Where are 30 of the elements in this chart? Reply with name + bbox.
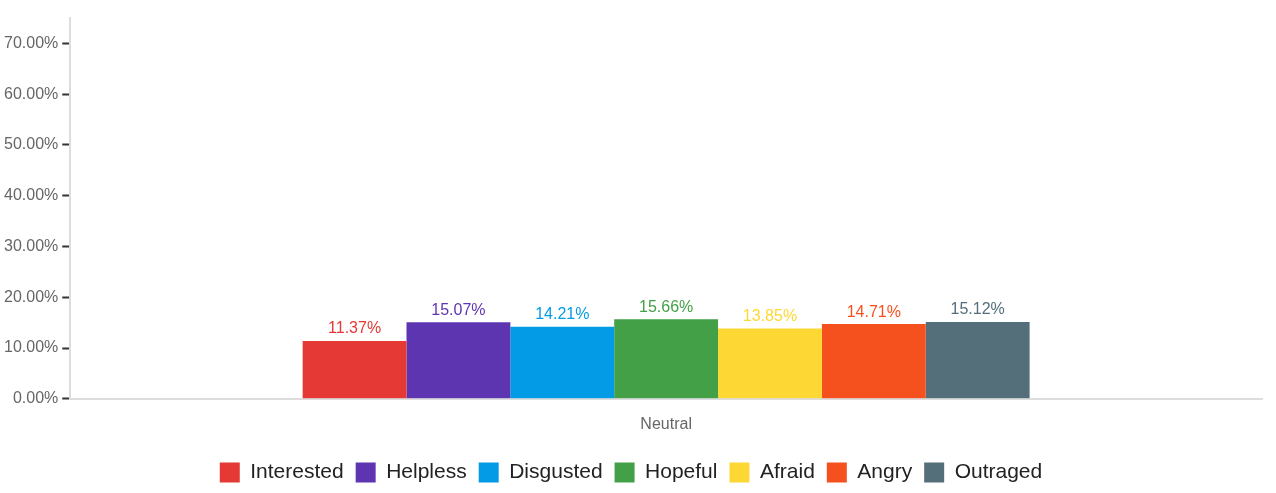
data-label: 15.07%	[431, 300, 486, 318]
bar	[614, 319, 719, 399]
y-tick-label: 10.00%	[4, 338, 59, 356]
y-tick-label: 0.00%	[12, 389, 59, 407]
bar	[302, 341, 407, 399]
data-label: 14.71%	[846, 302, 901, 320]
bar	[718, 328, 822, 399]
bar	[925, 322, 1030, 399]
data-label: 13.85%	[742, 306, 798, 324]
legend-label: Afraid	[759, 459, 815, 483]
y-tick-label: 50.00%	[4, 135, 59, 153]
legend-label: Angry	[857, 459, 913, 483]
legend-label: Interested	[250, 459, 344, 483]
data-label: 15.12%	[950, 300, 1005, 318]
y-tick-label: 40.00%	[4, 186, 59, 204]
bar	[406, 322, 511, 399]
y-tick-label: 30.00%	[4, 236, 59, 254]
legend-label: Outraged	[954, 459, 1043, 483]
y-tick-label: 60.00%	[4, 84, 59, 102]
x-tick-label: Neutral	[640, 414, 692, 432]
legend-label: Hopeful	[645, 459, 718, 483]
data-label: 11.37%	[328, 319, 382, 337]
legend-label: Helpless	[386, 459, 467, 483]
bar	[510, 326, 615, 399]
data-label: 14.21%	[535, 305, 590, 323]
y-tick-label: 20.00%	[4, 287, 59, 305]
bar	[821, 324, 926, 399]
data-label: 15.66%	[639, 297, 694, 315]
y-tick-label: 70.00%	[4, 33, 59, 51]
legend-label: Disgusted	[509, 459, 603, 483]
